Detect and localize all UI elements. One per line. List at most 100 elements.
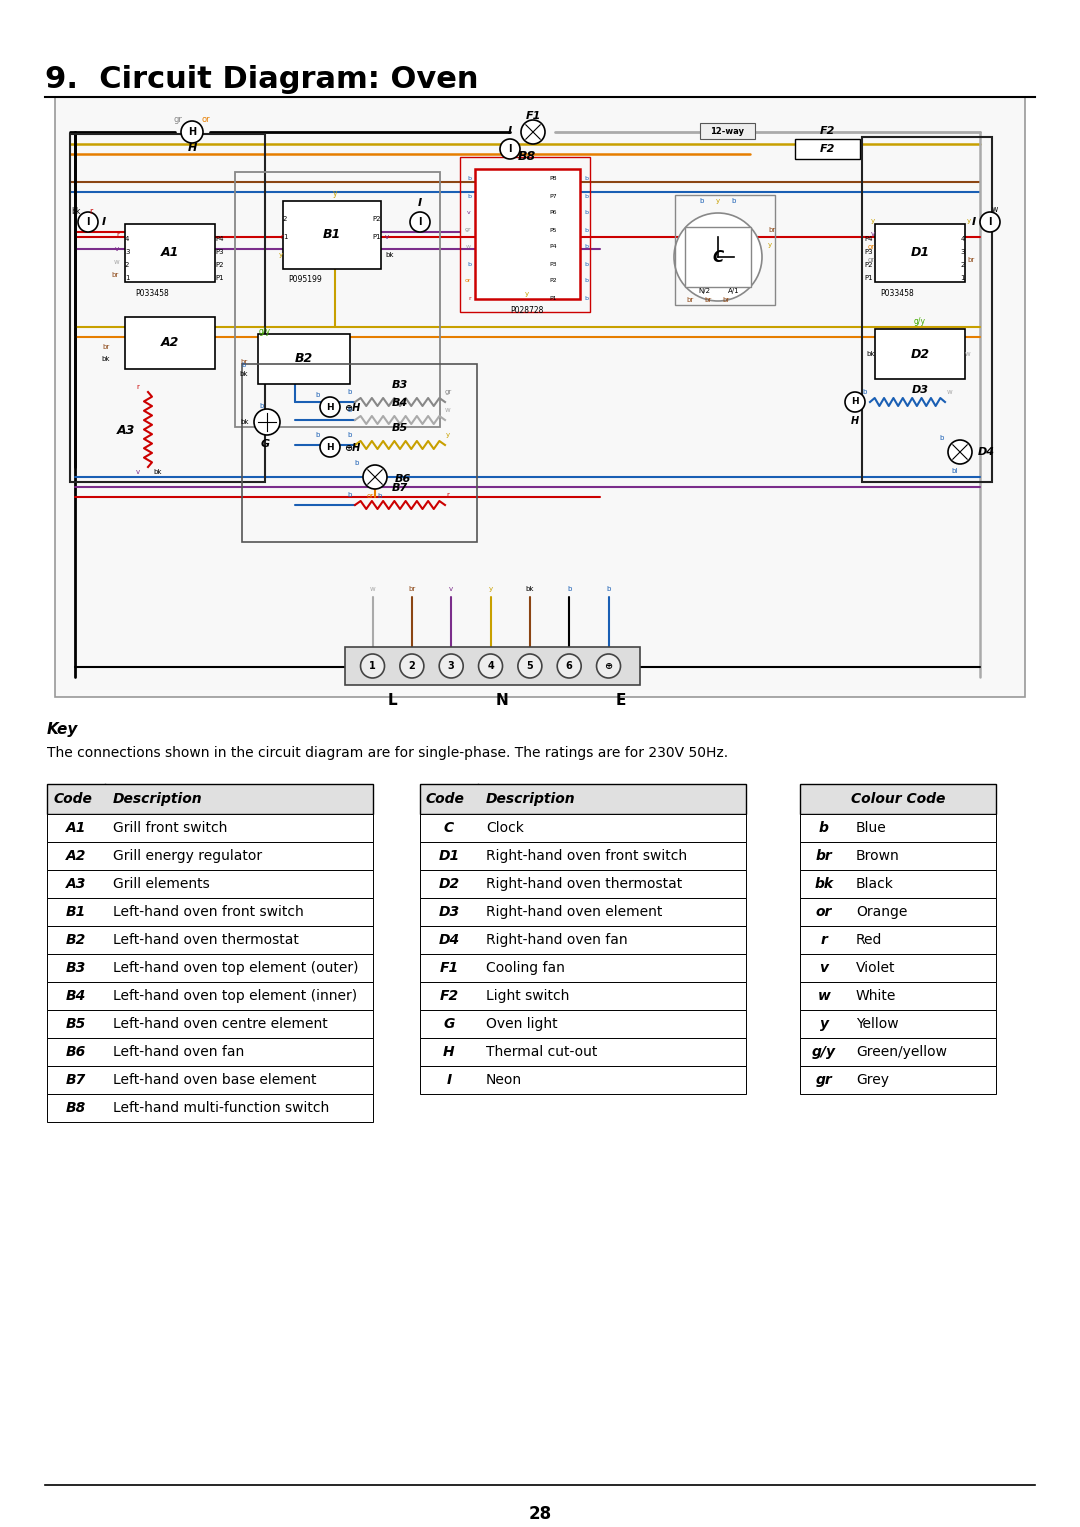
Text: r: r <box>821 933 827 947</box>
Text: Grill front switch: Grill front switch <box>113 822 228 835</box>
Text: B3: B3 <box>392 380 408 389</box>
Text: br: br <box>815 849 833 863</box>
Bar <box>125 318 215 370</box>
Bar <box>420 1038 746 1066</box>
Text: F2: F2 <box>820 144 835 154</box>
Text: Key: Key <box>48 722 79 738</box>
Bar <box>48 982 373 1009</box>
Text: Right-hand oven fan: Right-hand oven fan <box>486 933 627 947</box>
Text: N: N <box>496 693 509 709</box>
Text: w: w <box>465 244 471 249</box>
Circle shape <box>78 212 98 232</box>
Text: H: H <box>443 1044 455 1060</box>
Text: b: b <box>467 261 471 267</box>
Text: D1: D1 <box>910 246 930 260</box>
Bar <box>795 139 860 159</box>
Text: or: or <box>202 116 211 125</box>
Text: bk: bk <box>71 206 81 215</box>
Text: 4: 4 <box>960 237 966 241</box>
Bar <box>875 224 966 282</box>
Text: B6: B6 <box>395 473 411 484</box>
Text: bk: bk <box>240 371 248 377</box>
Text: H: H <box>326 443 334 452</box>
Text: G: G <box>443 1017 455 1031</box>
Text: 2: 2 <box>960 263 966 269</box>
Text: bk: bk <box>153 469 162 475</box>
Text: Grey: Grey <box>856 1073 889 1087</box>
Circle shape <box>557 654 581 678</box>
Text: r: r <box>136 383 139 389</box>
Text: b: b <box>584 177 588 182</box>
Circle shape <box>254 409 280 435</box>
Text: 2: 2 <box>283 215 287 221</box>
Text: v: v <box>114 246 119 252</box>
Circle shape <box>980 212 1000 232</box>
Text: w: w <box>993 205 998 214</box>
Text: H: H <box>851 415 859 426</box>
Bar <box>48 1093 373 1122</box>
Bar <box>420 841 746 870</box>
Text: b: b <box>606 586 610 592</box>
Bar <box>242 363 477 542</box>
Text: Right-hand oven thermostat: Right-hand oven thermostat <box>486 876 683 890</box>
Text: bk: bk <box>814 876 834 890</box>
Text: b: b <box>260 403 265 409</box>
Text: Thermal cut-out: Thermal cut-out <box>486 1044 597 1060</box>
Text: b: b <box>732 199 737 205</box>
Text: or: or <box>366 493 374 499</box>
Text: b: b <box>315 392 320 399</box>
Text: v: v <box>468 211 471 215</box>
Text: B5: B5 <box>66 1017 86 1031</box>
Text: b: b <box>584 228 588 232</box>
Text: b: b <box>700 199 704 205</box>
Text: Grill energy regulator: Grill energy regulator <box>113 849 262 863</box>
Bar <box>420 898 746 925</box>
Text: D1: D1 <box>438 849 460 863</box>
Text: 28: 28 <box>528 1506 552 1522</box>
Text: b: b <box>584 261 588 267</box>
Text: b: b <box>467 194 471 199</box>
Text: b: b <box>940 435 944 441</box>
Text: Red: Red <box>856 933 882 947</box>
Text: B1: B1 <box>66 906 86 919</box>
Text: P4: P4 <box>215 237 224 241</box>
Text: br: br <box>111 272 119 278</box>
Text: D3: D3 <box>912 385 929 395</box>
Text: F2: F2 <box>820 127 835 136</box>
Text: I: I <box>988 217 991 228</box>
Text: Code: Code <box>53 793 92 806</box>
Text: b: b <box>584 194 588 199</box>
Text: br: br <box>723 296 730 302</box>
Text: 3: 3 <box>960 249 966 255</box>
Text: br: br <box>768 228 775 234</box>
Text: y: y <box>768 241 772 247</box>
Bar <box>700 124 755 139</box>
Bar <box>420 783 746 814</box>
Text: P028728: P028728 <box>511 305 543 315</box>
Text: Violet: Violet <box>856 960 895 976</box>
Text: I: I <box>102 217 106 228</box>
Text: A2: A2 <box>66 849 86 863</box>
Bar <box>685 228 751 287</box>
Text: H: H <box>188 127 197 137</box>
Text: B7: B7 <box>392 483 408 493</box>
Text: C: C <box>713 249 724 264</box>
Circle shape <box>361 654 384 678</box>
Text: P2: P2 <box>864 263 873 269</box>
Text: Right-hand oven front switch: Right-hand oven front switch <box>486 849 687 863</box>
Text: gr: gr <box>174 116 183 125</box>
Text: b: b <box>348 492 352 498</box>
Text: y: y <box>525 292 529 296</box>
Text: B4: B4 <box>392 399 408 408</box>
Text: E: E <box>616 693 625 709</box>
Text: P7: P7 <box>550 194 557 199</box>
Text: Black: Black <box>856 876 894 890</box>
Text: Left-hand oven base element: Left-hand oven base element <box>113 1073 316 1087</box>
Text: w: w <box>113 260 119 266</box>
Text: v: v <box>449 586 454 592</box>
Text: B1: B1 <box>323 229 341 241</box>
Text: Code: Code <box>426 793 464 806</box>
Text: I: I <box>972 217 976 228</box>
Bar <box>420 982 746 1009</box>
Text: Neon: Neon <box>486 1073 522 1087</box>
